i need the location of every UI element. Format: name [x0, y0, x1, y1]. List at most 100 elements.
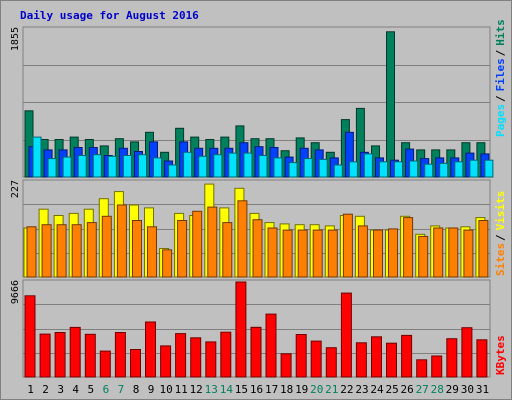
- hits-bar-pages-day-31: [484, 159, 494, 178]
- hits-bar-pages-day-10: [168, 164, 178, 178]
- hits-bar-pages-day-7: [122, 155, 132, 178]
- visits-bar-sites-day-7: [116, 204, 127, 278]
- visits-bar-sites-day-1: [26, 226, 37, 278]
- x-tick-label-day-16: 16: [250, 383, 263, 396]
- hits-legend: Pages / Files / Hits: [494, 19, 507, 137]
- x-tick-label-day-17: 17: [265, 383, 278, 396]
- x-tick-label-day-9: 9: [148, 383, 155, 396]
- visits-bar-sites-day-17: [267, 227, 278, 278]
- chart-title: Daily usage for August 2016: [20, 9, 199, 22]
- x-tick-label-day-24: 24: [370, 383, 384, 396]
- x-tick-label-day-29: 29: [446, 383, 459, 396]
- hits-bar-pages-day-13: [213, 154, 223, 178]
- hits-panel: [22, 26, 494, 178]
- kbytes-bar-kbytes-day-29: [446, 338, 458, 378]
- visits-bar-sites-day-11: [177, 220, 188, 278]
- visits-bar-sites-day-26: [403, 217, 414, 278]
- hits-bar-pages-day-29: [454, 161, 464, 178]
- hits-legend-hits: Hits: [494, 19, 507, 46]
- x-axis: 1 2 3 4 5 6 7 8 9 10 11 12 13 14 15 16 17 18 19 20 21 22 23 24 2…: [27, 383, 489, 396]
- kbytes-bar-kbytes-day-8: [130, 349, 141, 378]
- hits-bar-pages-day-24: [379, 161, 388, 178]
- hits-bar-pages-day-27: [424, 163, 434, 178]
- kbytes-bar-kbytes-day-7: [114, 332, 126, 378]
- x-tick-label-day-7: 7: [118, 383, 125, 396]
- kbytes-bar-kbytes-day-27: [416, 359, 428, 378]
- hits-bar-pages-day-30: [469, 159, 479, 178]
- visits-bar-sites-day-8: [132, 220, 142, 278]
- kbytes-legend: KBytes: [494, 335, 507, 375]
- hits-bar-pages-day-21: [333, 164, 343, 178]
- x-tick-label-day-28: 28: [431, 383, 444, 396]
- hits-bar-pages-day-14: [228, 152, 238, 178]
- visits-bar-sites-day-13: [207, 206, 218, 278]
- hits-bar-pages-day-17: [273, 157, 283, 178]
- hits-bar-pages-day-8: [138, 154, 147, 178]
- kbytes-bar-kbytes-day-20: [310, 340, 322, 378]
- visits-bar-sites-day-20: [312, 229, 323, 278]
- kbytes-bar-kbytes-day-17: [265, 313, 277, 378]
- hits-bar-pages-day-15: [243, 152, 253, 178]
- x-tick-label-day-5: 5: [87, 383, 94, 396]
- x-tick-label-day-26: 26: [400, 383, 413, 396]
- kbytes-bar-kbytes-day-10: [160, 345, 172, 378]
- kbytes-bar-kbytes-day-6: [99, 350, 111, 378]
- hits-bar-pages-day-18: [288, 162, 298, 178]
- visits-legend-visits: Visits: [494, 191, 507, 231]
- x-tick-label-day-11: 11: [175, 383, 188, 396]
- kbytes-bar-kbytes-day-14: [220, 331, 232, 378]
- x-tick-label-day-6: 6: [103, 383, 110, 396]
- kbytes-ymax-label: 9666: [10, 280, 21, 304]
- visits-bar-sites-day-10: [162, 249, 173, 278]
- visits-bar-sites-day-6: [101, 215, 112, 278]
- x-tick-label-day-13: 13: [205, 383, 218, 396]
- hits-legend-separator: /: [494, 49, 507, 56]
- visits-legend-separator: /: [494, 234, 507, 241]
- kbytes-bar-kbytes-day-23: [355, 342, 367, 378]
- hits-bar-pages-day-16: [258, 155, 268, 178]
- hits-bar-pages-day-9: [153, 157, 162, 178]
- x-tick-label-day-27: 27: [416, 383, 429, 396]
- kbytes-bar-kbytes-day-28: [431, 355, 443, 378]
- hits-bar-pages-day-25: [394, 161, 403, 178]
- hits-legend-files: Files: [494, 58, 507, 91]
- visits-bar-sites-day-14: [222, 222, 233, 278]
- x-tick-label-day-2: 2: [42, 383, 49, 396]
- visits-bar-sites-day-24: [373, 229, 383, 278]
- kbytes-panel: [22, 279, 491, 378]
- hits-bar-hits-day-25: [386, 31, 395, 178]
- kbytes-bar-kbytes-day-9: [145, 321, 156, 378]
- hits-bar-pages-day-6: [107, 155, 117, 178]
- visits-panel: [22, 179, 491, 278]
- kbytes-bar-kbytes-day-15: [235, 281, 247, 378]
- x-tick-label-day-3: 3: [57, 383, 64, 396]
- visits-bar-sites-day-25: [388, 228, 398, 278]
- kbytes-bar-kbytes-day-13: [205, 341, 217, 378]
- kbytes-legend-kbytes: KBytes: [494, 335, 507, 375]
- x-tick-label-day-25: 25: [385, 383, 398, 396]
- kbytes-bar-kbytes-day-4: [69, 326, 81, 378]
- kbytes-bar-kbytes-day-31: [476, 339, 488, 378]
- visits-legend: Sites / Visits: [494, 191, 507, 276]
- x-tick-label-day-21: 21: [325, 383, 338, 396]
- visits-ymax-label: 227: [10, 180, 21, 198]
- kbytes-bar-kbytes-day-16: [250, 326, 262, 378]
- visits-bar-sites-day-21: [327, 229, 338, 278]
- kbytes-bar-kbytes-day-19: [295, 334, 307, 378]
- x-tick-label-day-1: 1: [27, 383, 34, 396]
- x-tick-label-day-15: 15: [235, 383, 248, 396]
- kbytes-bar-kbytes-day-12: [190, 337, 202, 378]
- hits-bar-pages-day-19: [303, 158, 313, 178]
- visits-bar-sites-day-18: [282, 229, 293, 278]
- hits-bar-pages-day-26: [409, 160, 419, 178]
- visits-bar-sites-day-12: [192, 210, 203, 278]
- hits-bar-pages-day-4: [77, 155, 87, 178]
- hits-bar-pages-day-2: [47, 158, 57, 178]
- visits-bar-sites-day-15: [237, 200, 248, 278]
- x-tick-label-day-18: 18: [280, 383, 293, 396]
- x-tick-label-day-23: 23: [355, 383, 368, 396]
- kbytes-bar-kbytes-day-5: [84, 333, 96, 378]
- visits-bar-sites-day-30: [463, 229, 474, 278]
- x-tick-label-day-14: 14: [220, 383, 234, 396]
